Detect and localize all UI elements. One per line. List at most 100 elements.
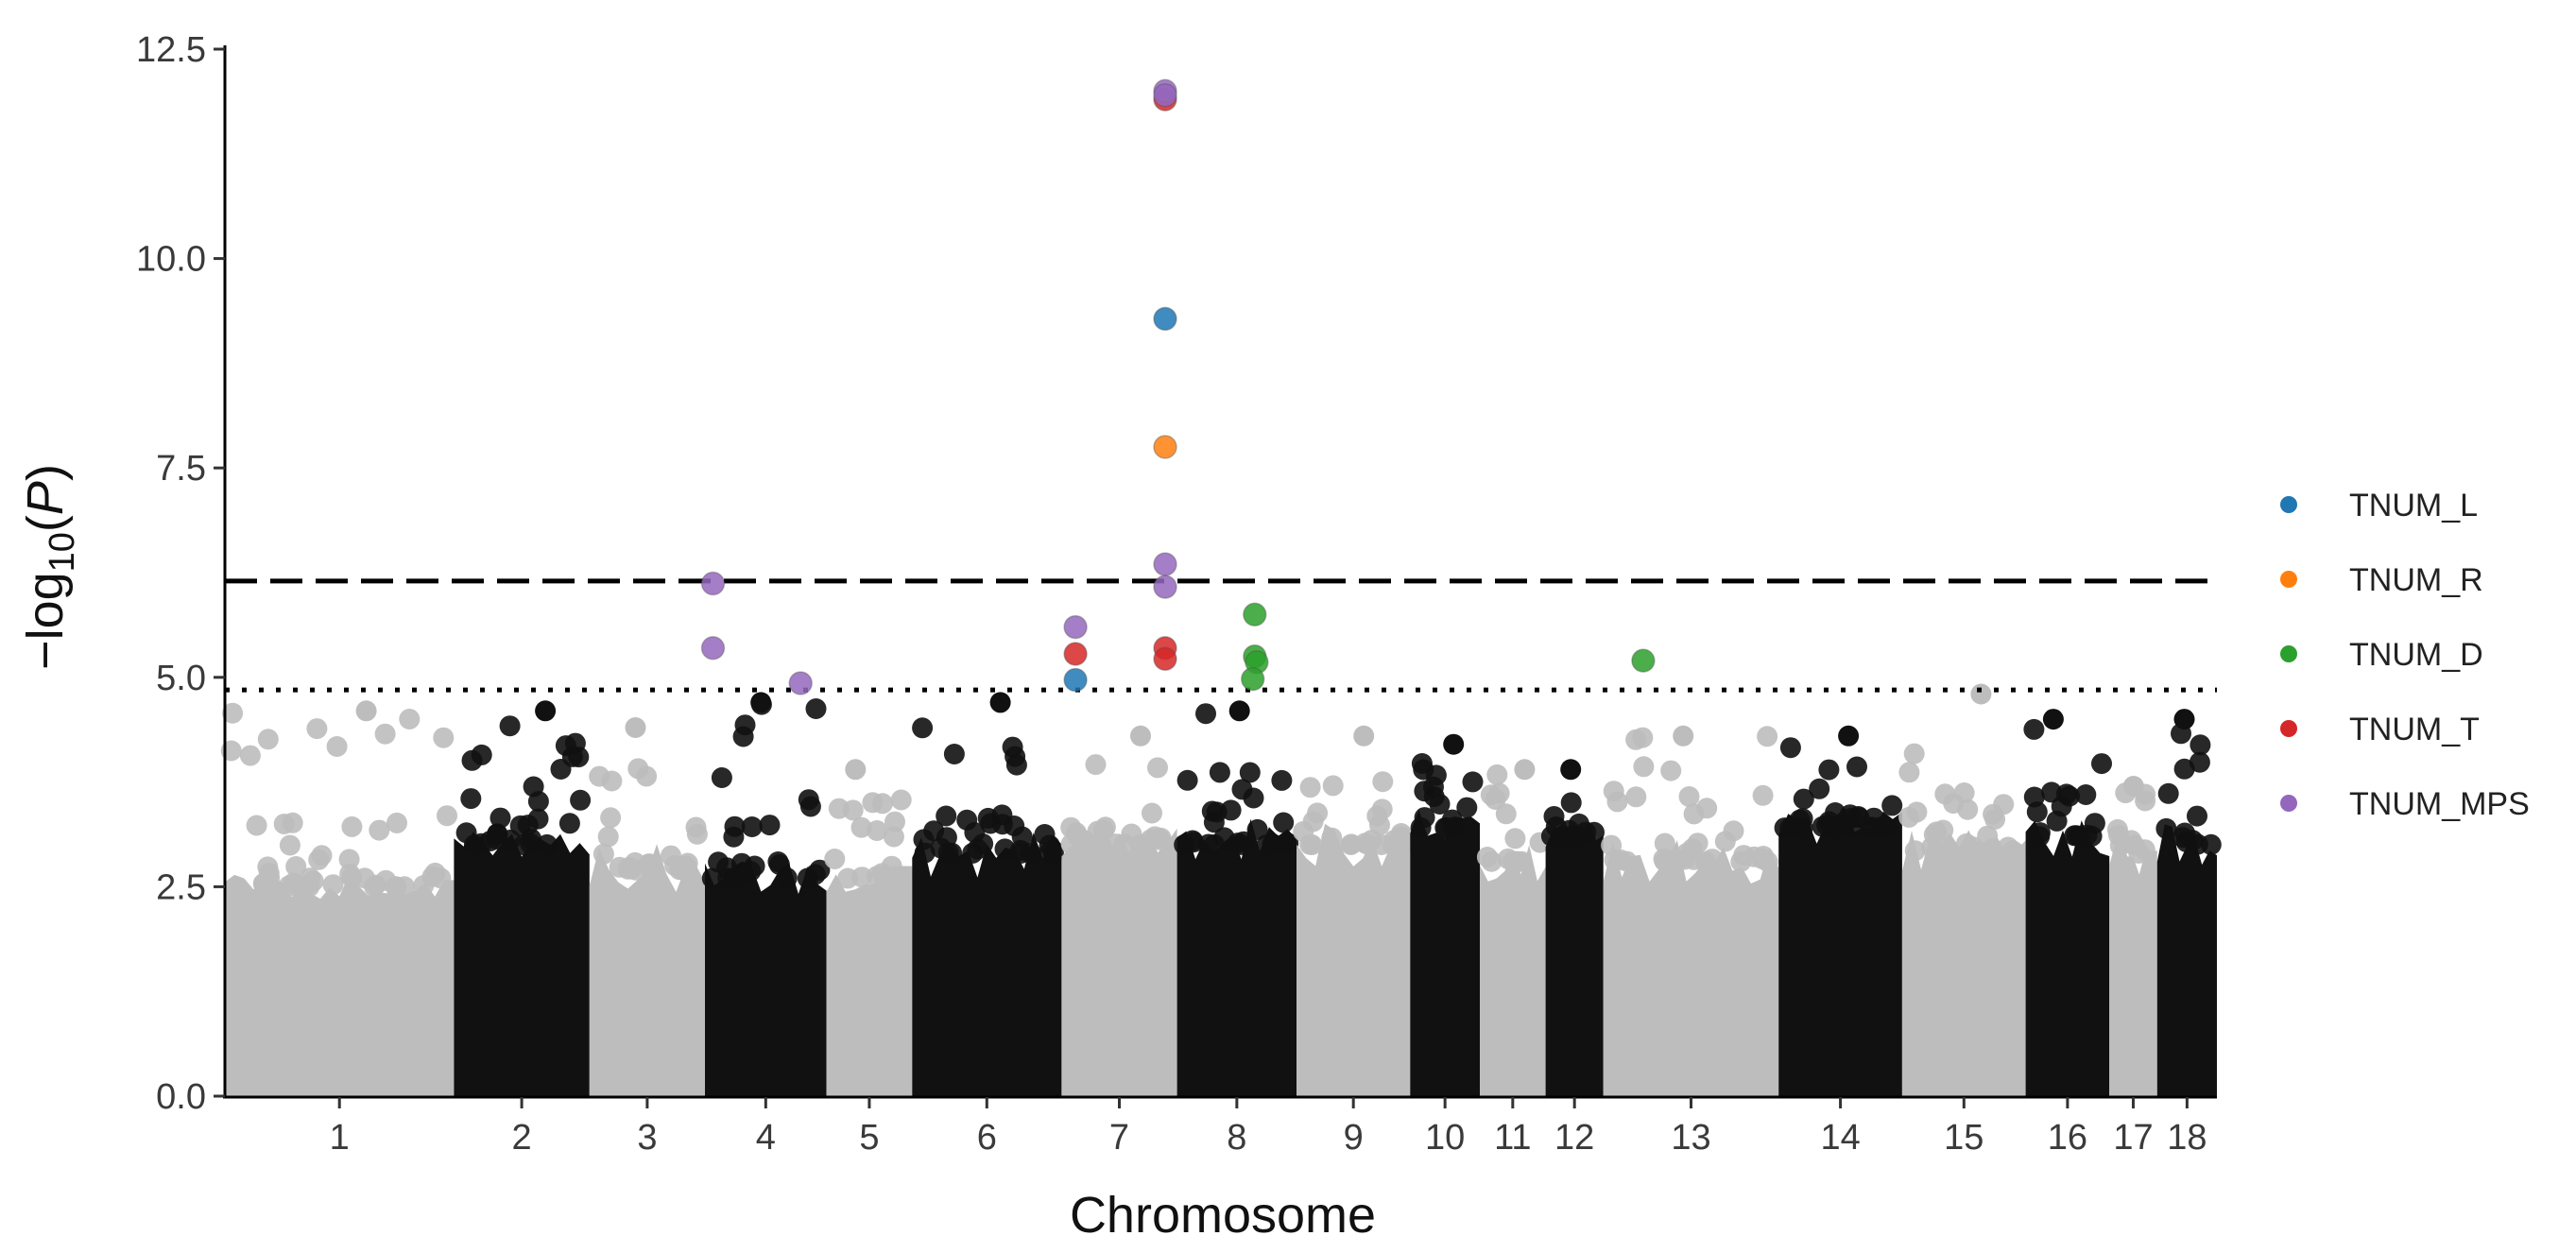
highlight-point-tnum-mps — [700, 571, 726, 596]
snp-point — [413, 875, 435, 896]
chromosome-9-snps — [1293, 725, 1415, 1096]
legend-item-tnum-r: TNUM_R — [2280, 562, 2483, 598]
snp-point — [1039, 841, 1061, 863]
chromosome-4-snp-mass — [705, 861, 827, 1096]
legend-swatch — [2280, 645, 2297, 662]
snp-point — [1846, 756, 1867, 778]
y-axis-title-close-paren: ) — [17, 464, 74, 481]
snp-point — [386, 812, 407, 833]
snp-point — [884, 811, 905, 832]
snp-point — [487, 828, 507, 850]
chromosome-3-snp-mass — [589, 844, 705, 1096]
snp-point — [399, 709, 421, 729]
snp-point — [1301, 834, 1323, 855]
snp-point — [1372, 771, 1394, 793]
snp-point — [1495, 803, 1517, 825]
chromosome-1-snp-mass — [225, 874, 455, 1096]
y-tick-label: 0.0 — [156, 1077, 206, 1117]
snp-point — [2187, 805, 2207, 827]
snp-point — [1481, 850, 1503, 872]
x-tick-label-chr-8: 8 — [1227, 1118, 1246, 1158]
y-axis-title-variable: P — [17, 481, 74, 515]
y-axis-title-subscript: 10 — [43, 532, 82, 572]
snp-point — [282, 812, 303, 833]
x-tick-label-chr-17: 17 — [2113, 1118, 2153, 1158]
legend: TNUM_L TNUM_R TNUM_D TNUM_T TNUM_MPS — [2280, 488, 2530, 822]
snp-point — [1774, 817, 1795, 839]
chromosome-6-snps — [912, 692, 1064, 1096]
snp-point — [724, 867, 746, 888]
chromosome-7-snps — [1060, 725, 1177, 1096]
snp-peak-point — [355, 700, 377, 722]
snp-point — [597, 826, 619, 848]
chromosome-10-snp-mass — [1410, 809, 1480, 1096]
snp-peak-point — [1838, 725, 1860, 747]
highlight-point-tnum-d — [1240, 666, 1265, 692]
chromosome-3-snps — [589, 717, 708, 1096]
snp-point — [824, 849, 846, 869]
snp-point — [891, 866, 913, 887]
x-tick-label-chr-14: 14 — [1820, 1118, 1860, 1158]
snp-point — [851, 867, 873, 888]
plot-area — [220, 683, 2222, 1096]
chromosome-9-snp-mass — [1297, 823, 1411, 1096]
chromosome-10-snps — [1410, 733, 1484, 1096]
snp-point — [1545, 816, 1567, 837]
chromosome-11-snps — [1476, 759, 1551, 1096]
snp-point — [1441, 809, 1463, 831]
snp-point — [239, 745, 261, 766]
snp-point — [339, 863, 361, 884]
legend-swatch — [2280, 571, 2297, 588]
snp-point — [1569, 813, 1589, 834]
snp-point — [912, 717, 934, 739]
snp-point — [1278, 832, 1299, 854]
x-tick-label-chr-10: 10 — [1425, 1118, 1465, 1158]
snp-point — [2157, 782, 2179, 804]
snp-point — [2081, 825, 2103, 847]
snp-point — [1977, 825, 1999, 847]
snp-peak-point — [1673, 725, 1694, 747]
snp-point — [1503, 850, 1524, 872]
chromosome-8-snps — [1174, 700, 1299, 1096]
highlight-point-tnum-r — [1153, 435, 1177, 459]
snp-point — [2190, 734, 2211, 756]
chromosome-5-snp-mass — [826, 866, 913, 1096]
snp-point — [1601, 834, 1623, 856]
snp-point — [711, 767, 732, 788]
snp-point — [1818, 811, 1840, 832]
highlighted-snps — [700, 78, 1656, 695]
snp-point — [1694, 850, 1716, 872]
snp-point — [288, 876, 310, 898]
chromosome-11-snp-mass — [1480, 845, 1546, 1096]
snp-point — [1425, 764, 1447, 786]
snp-point — [1002, 736, 1023, 758]
snp-peak-point — [1228, 700, 1250, 722]
snp-point — [326, 736, 348, 757]
snp-point — [1847, 806, 1869, 827]
x-tick-label-chr-5: 5 — [859, 1118, 879, 1158]
snp-point — [341, 815, 363, 837]
snp-point — [455, 822, 477, 844]
snp-point — [1197, 833, 1219, 855]
snp-point — [943, 744, 965, 764]
snp-point — [1085, 754, 1107, 776]
snp-point — [1504, 828, 1526, 850]
snp-point — [1060, 816, 1082, 838]
snp-point — [1423, 786, 1445, 807]
snp-peak-point — [1353, 725, 1375, 747]
snp-point — [2041, 781, 2062, 803]
chromosome-6-snp-mass — [912, 832, 1062, 1096]
snp-peak-point — [1443, 733, 1465, 755]
snp-point — [972, 833, 994, 854]
snp-point — [437, 805, 457, 827]
snp-point — [527, 808, 549, 830]
highlight-point-tnum-t — [1063, 642, 1088, 666]
chromosome-2-snps — [454, 700, 592, 1096]
chromosome-14-snp-mass — [1778, 808, 1902, 1096]
chromosome-16-snps — [2023, 709, 2112, 1096]
highlight-point-tnum-mps — [1153, 552, 1177, 576]
snp-point — [2001, 840, 2023, 862]
snp-point — [394, 876, 415, 898]
snp-point — [2075, 784, 2097, 805]
snp-point — [867, 820, 887, 841]
